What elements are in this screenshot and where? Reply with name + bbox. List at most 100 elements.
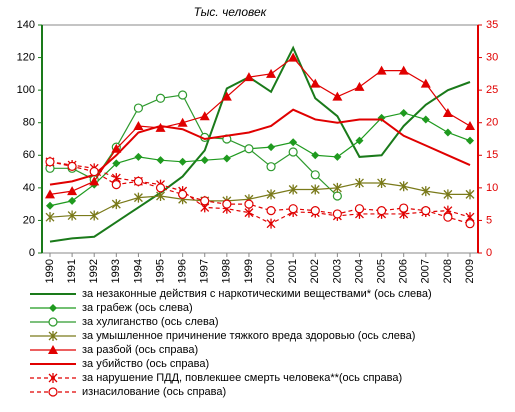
y-tick-label: 80 xyxy=(23,117,35,129)
marker xyxy=(134,152,143,161)
marker xyxy=(288,52,299,62)
marker xyxy=(45,189,55,199)
y2-tick-label: 10 xyxy=(486,182,498,194)
legend-label: за разбой (ось справа) xyxy=(82,344,198,356)
marker xyxy=(355,136,364,145)
marker xyxy=(48,387,58,397)
x-tick-label: 2001 xyxy=(287,259,299,283)
x-tick-label: 2005 xyxy=(375,259,387,283)
marker xyxy=(199,111,210,121)
y-tick-label: 100 xyxy=(17,84,35,96)
x-tick-label: 1994 xyxy=(132,259,144,283)
marker xyxy=(244,199,254,209)
series-line xyxy=(49,56,471,195)
marker xyxy=(111,199,121,210)
marker xyxy=(466,136,474,145)
marker xyxy=(111,180,121,190)
marker xyxy=(46,201,54,210)
marker xyxy=(178,157,187,166)
marker xyxy=(222,199,232,209)
marker xyxy=(243,72,254,82)
marker xyxy=(244,144,254,154)
marker xyxy=(133,103,144,113)
marker xyxy=(288,204,298,214)
x-tick-label: 1993 xyxy=(110,259,122,283)
marker xyxy=(49,304,57,312)
series-line xyxy=(49,112,471,207)
marker xyxy=(156,156,165,165)
y-tick-label: 0 xyxy=(29,247,35,259)
y2-tick-label: 20 xyxy=(486,117,498,129)
marker xyxy=(200,156,209,165)
y2-tick-label: 15 xyxy=(486,149,498,161)
marker xyxy=(266,68,277,78)
series-line xyxy=(49,45,471,243)
marker xyxy=(332,182,342,193)
marker xyxy=(200,196,210,206)
legend-label: за нарушение ПДД, повлекшее смерть челов… xyxy=(82,372,402,384)
x-tick-label: 2006 xyxy=(398,259,410,283)
marker xyxy=(443,128,452,137)
marker xyxy=(376,65,387,75)
x-tick-label: 2008 xyxy=(442,259,454,283)
legend-label: изнасилование (ось справа) xyxy=(82,386,226,398)
marker xyxy=(443,212,453,222)
marker xyxy=(155,122,166,132)
marker xyxy=(155,183,166,193)
marker xyxy=(266,206,276,216)
marker xyxy=(421,206,431,216)
marker xyxy=(222,154,231,163)
marker xyxy=(177,117,188,127)
marker xyxy=(420,78,431,88)
marker xyxy=(288,184,298,195)
marker xyxy=(289,138,298,147)
marker xyxy=(133,192,143,203)
marker xyxy=(155,93,166,103)
marker xyxy=(112,159,121,168)
y-tick-label: 40 xyxy=(23,182,35,194)
chart-title: Тыс. человек xyxy=(194,5,268,19)
marker xyxy=(376,206,387,216)
marker xyxy=(67,210,77,221)
marker xyxy=(333,152,342,161)
x-tick-label: 1995 xyxy=(154,259,166,283)
marker xyxy=(133,120,144,130)
marker xyxy=(48,345,58,354)
marker xyxy=(67,161,77,171)
legend-label: за грабеж (ось слева) xyxy=(82,302,193,314)
marker xyxy=(111,143,122,153)
marker xyxy=(332,209,342,219)
y-tick-label: 120 xyxy=(17,51,35,63)
marker xyxy=(311,151,320,160)
marker xyxy=(266,218,276,229)
marker xyxy=(89,176,100,186)
y2-tick-label: 0 xyxy=(486,247,492,259)
legend-label: за хулиганство (ось слева) xyxy=(82,316,219,328)
marker xyxy=(310,78,321,88)
marker xyxy=(443,189,453,200)
series-line xyxy=(49,161,471,225)
marker xyxy=(67,186,78,196)
y2-tick-label: 30 xyxy=(486,51,498,63)
legend-label: за убийство (ось справа) xyxy=(82,358,209,370)
x-tick-label: 1996 xyxy=(177,259,189,283)
marker xyxy=(354,81,365,91)
y2-tick-label: 25 xyxy=(486,84,498,96)
marker xyxy=(332,91,343,101)
marker xyxy=(332,191,342,201)
x-tick-label: 1990 xyxy=(44,259,56,283)
x-tick-label: 1997 xyxy=(199,259,211,283)
x-tick-label: 2009 xyxy=(464,259,476,283)
marker xyxy=(221,91,232,101)
marker xyxy=(266,189,276,200)
marker xyxy=(421,186,431,197)
marker xyxy=(178,189,188,199)
marker xyxy=(45,212,55,223)
x-tick-label: 2000 xyxy=(265,259,277,283)
marker xyxy=(178,90,188,100)
x-tick-label: 1992 xyxy=(88,259,100,283)
marker xyxy=(399,108,408,117)
series-line xyxy=(49,161,471,225)
marker xyxy=(45,157,55,167)
